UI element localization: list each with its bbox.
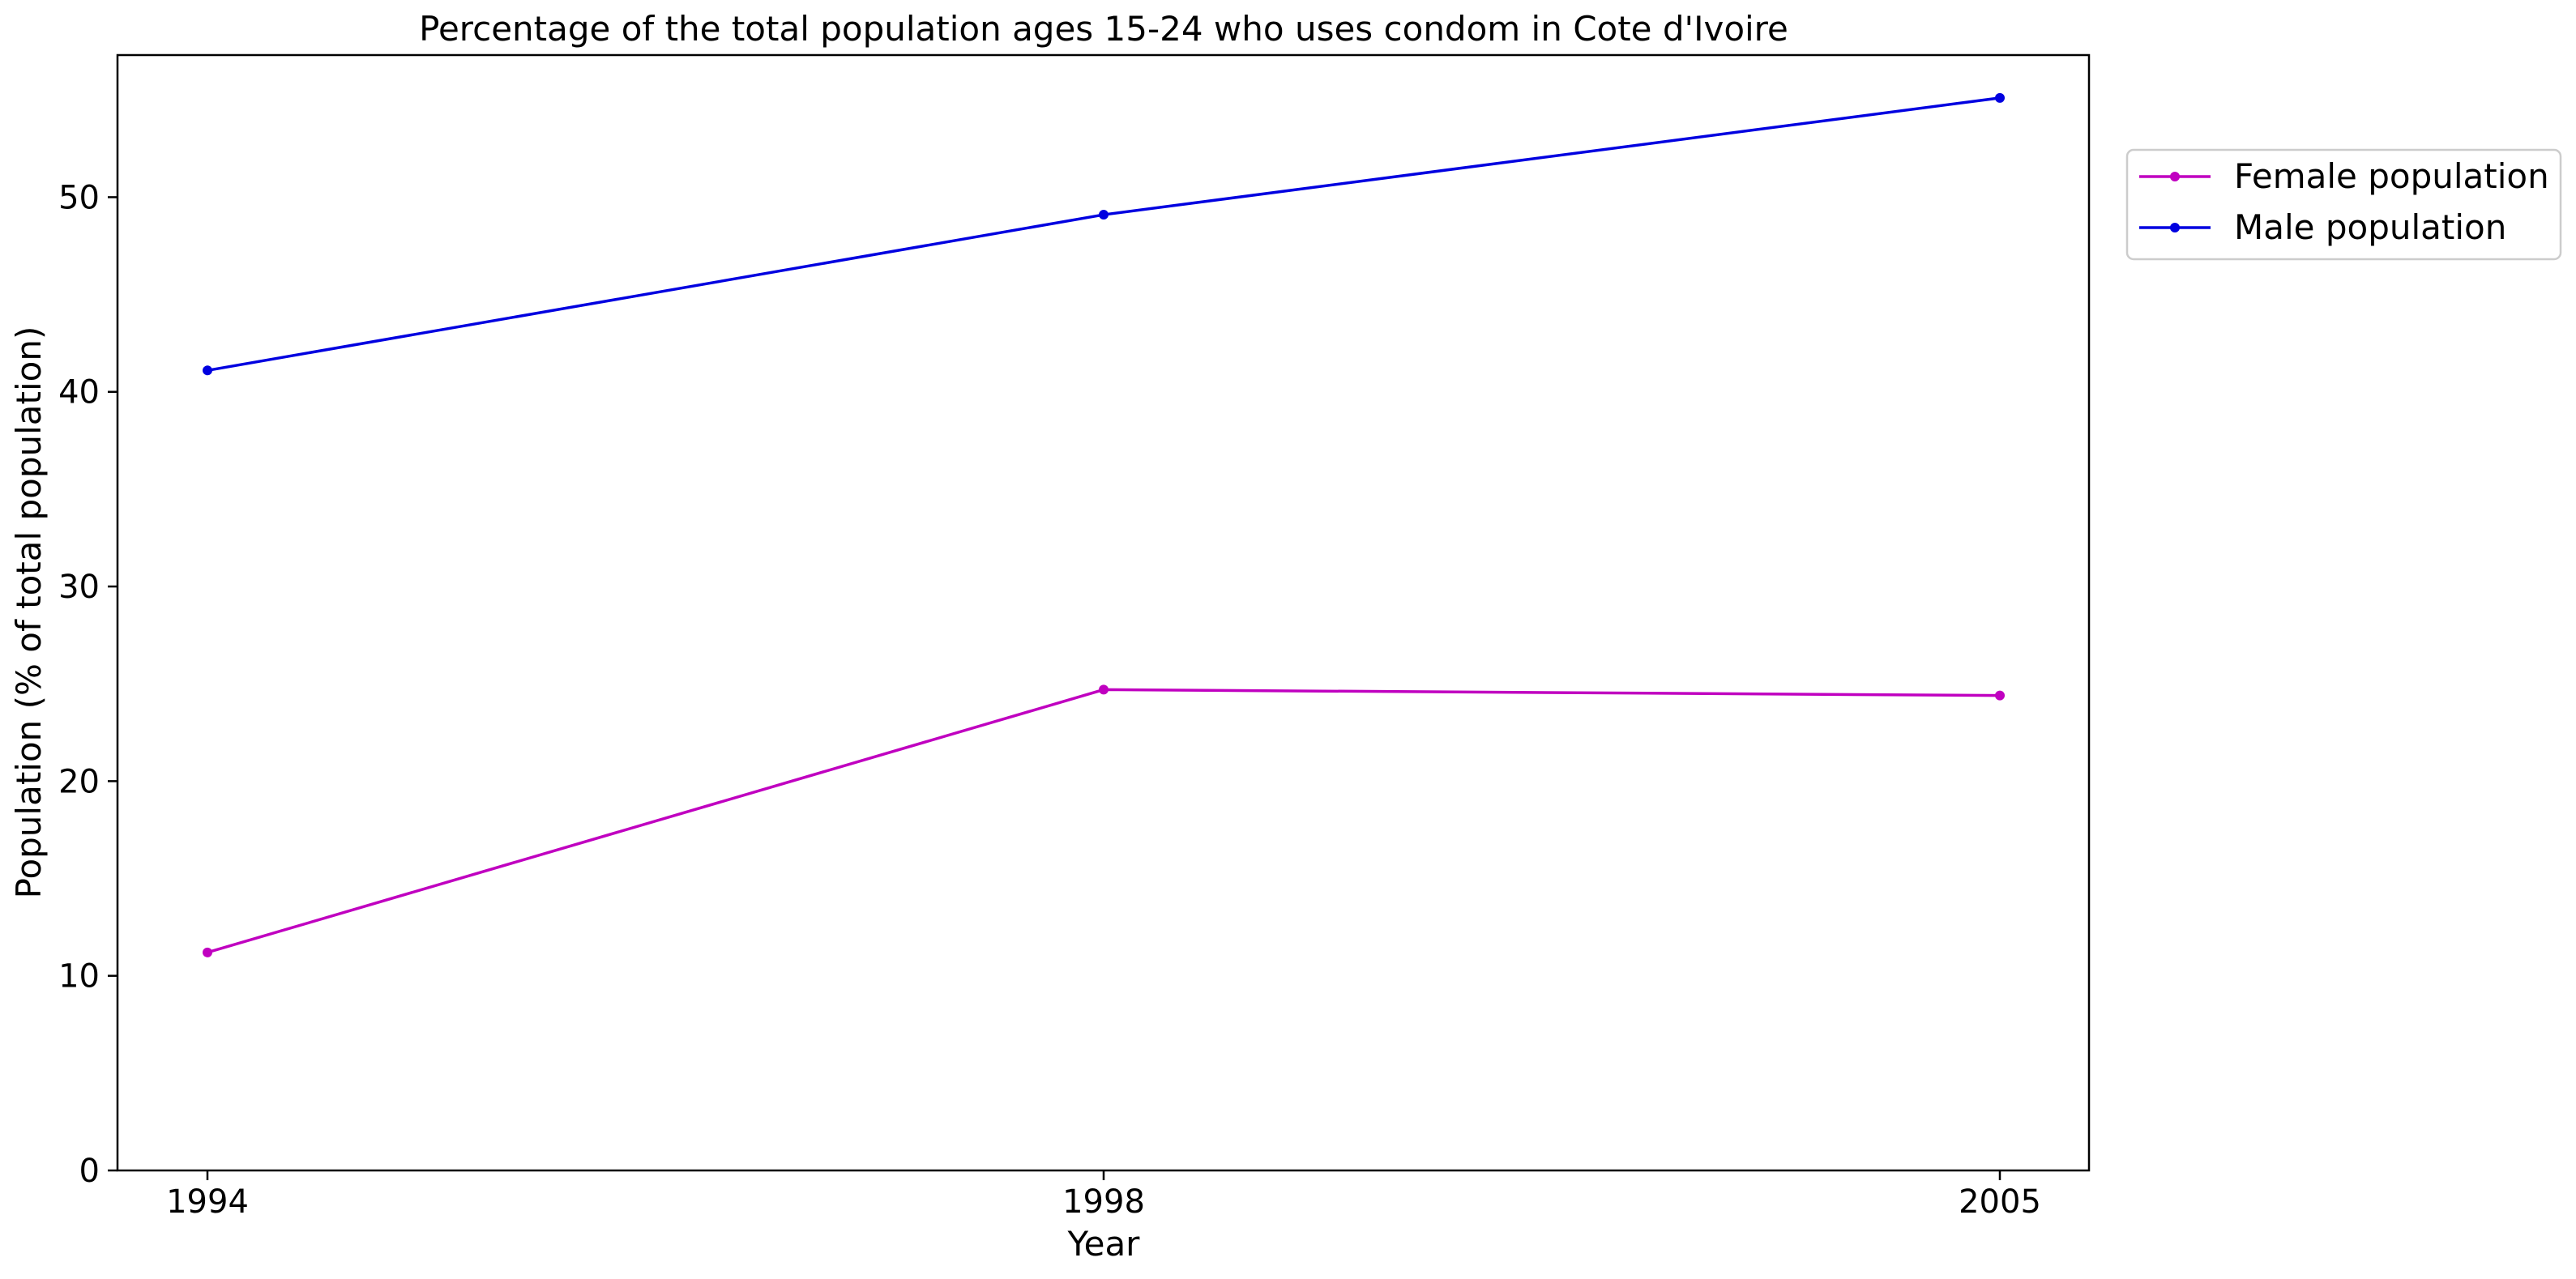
y-tick-label: 30 bbox=[58, 569, 100, 606]
legend-label-female-population: Female population bbox=[2234, 156, 2549, 196]
legend-frame bbox=[2125, 148, 2562, 261]
x-tick-label: 1998 bbox=[1062, 1183, 1145, 1221]
legend: Female population Male population bbox=[2125, 148, 2562, 261]
plot-area bbox=[116, 53, 2091, 1172]
legend-marker-female-population bbox=[2170, 172, 2180, 181]
y-tick-label: 40 bbox=[58, 374, 100, 411]
x-tick-label: 2005 bbox=[1959, 1183, 2041, 1221]
legend-label-male-population: Male population bbox=[2234, 207, 2506, 247]
y-axis-label: Population (% of total population) bbox=[9, 326, 49, 899]
y-tick-label: 50 bbox=[58, 179, 100, 216]
male-population-point bbox=[203, 365, 212, 376]
male-population-point bbox=[1995, 92, 2005, 103]
y-tick-label: 20 bbox=[58, 763, 100, 800]
legend-entries: Female population Male population bbox=[2139, 156, 2549, 247]
x-axis-ticks: 1994 1998 2005 bbox=[166, 1170, 2041, 1221]
x-axis-label: Year bbox=[1067, 1224, 1141, 1264]
chart-title: Percentage of the total population ages … bbox=[419, 9, 1788, 49]
y-tick-label: 0 bbox=[79, 1153, 100, 1190]
female-population-point bbox=[1099, 684, 1109, 695]
male-population-point bbox=[1099, 210, 1109, 220]
y-axis-ticks: 0 10 20 30 40 50 bbox=[58, 179, 117, 1190]
x-tick-label: 1994 bbox=[166, 1183, 249, 1221]
y-tick-label: 10 bbox=[58, 958, 100, 995]
series-layer bbox=[203, 92, 2005, 957]
female-population-point bbox=[1995, 690, 2005, 701]
legend-marker-male-population bbox=[2170, 223, 2180, 232]
female-population-point bbox=[203, 947, 212, 957]
